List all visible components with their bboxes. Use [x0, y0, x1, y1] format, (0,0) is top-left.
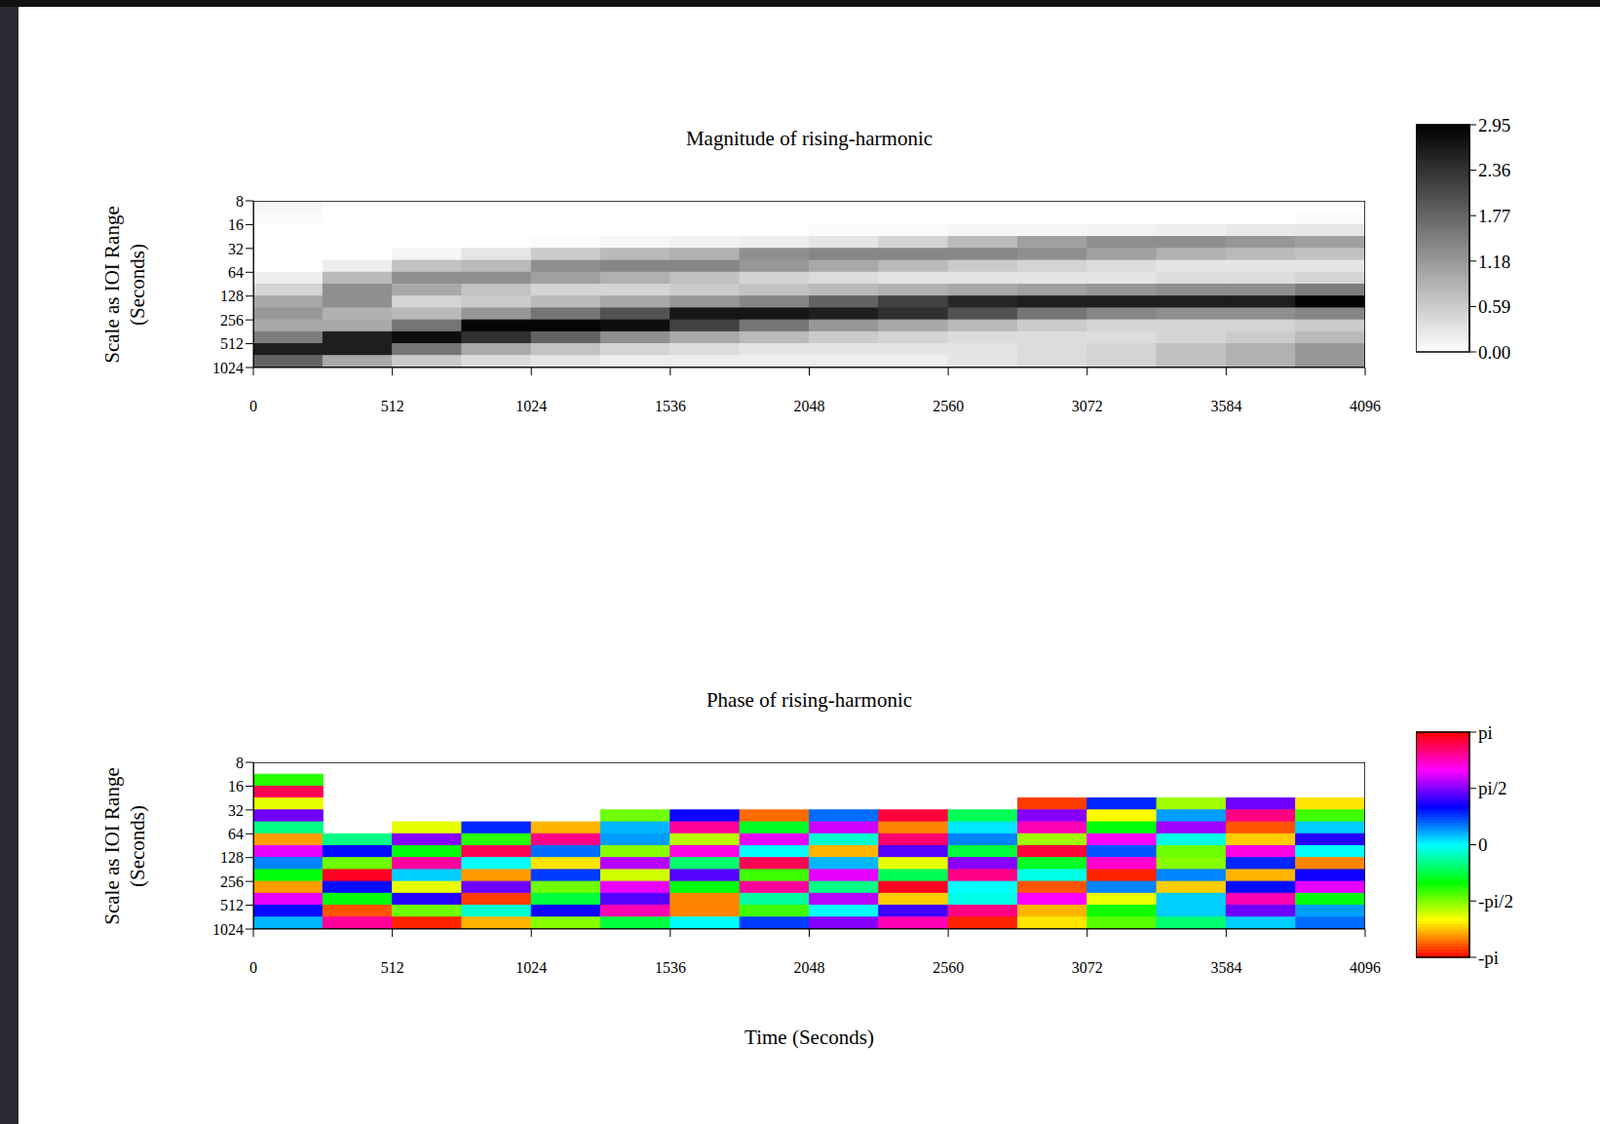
- svg-text:128: 128: [220, 848, 244, 866]
- svg-text:1024: 1024: [212, 920, 244, 938]
- svg-text:32: 32: [228, 240, 244, 258]
- svg-text:0: 0: [249, 397, 258, 415]
- svg-text:0: 0: [1478, 834, 1488, 855]
- svg-text:0.00: 0.00: [1478, 342, 1511, 363]
- svg-text:256: 256: [220, 311, 244, 329]
- svg-text:-pi: -pi: [1478, 947, 1499, 968]
- svg-text:8: 8: [235, 754, 244, 771]
- svg-text:1024: 1024: [212, 359, 244, 377]
- html-text:Magnitude of rising-harmonic: Magnitude of rising-harmonic: [685, 126, 933, 151]
- svg-text:0: 0: [249, 958, 258, 976]
- svg-text:1536: 1536: [654, 397, 686, 415]
- svg-text:1536: 1536: [654, 958, 686, 976]
- svg-text:512: 512: [380, 397, 405, 415]
- svg-text:1.18: 1.18: [1478, 251, 1511, 272]
- svg-text:32: 32: [228, 801, 244, 819]
- svg-text:4096: 4096: [1349, 397, 1381, 415]
- svg-text:256: 256: [220, 873, 244, 890]
- svg-text:pi/2: pi/2: [1478, 777, 1508, 799]
- svg-text:3072: 3072: [1071, 397, 1104, 415]
- svg-text:1024: 1024: [515, 958, 547, 976]
- svg-text:8: 8: [235, 192, 244, 210]
- svg-text:2048: 2048: [794, 958, 826, 976]
- html-text:Scale as IOI Range (Seconds): Scale as IOI Range (Seconds): [100, 205, 150, 363]
- svg-text:512: 512: [220, 335, 244, 352]
- svg-text:3584: 3584: [1210, 958, 1242, 976]
- svg-text:16: 16: [228, 777, 244, 795]
- svg-text:64: 64: [228, 264, 244, 281]
- svg-text:4096: 4096: [1349, 958, 1381, 976]
- svg-text:512: 512: [380, 958, 405, 976]
- html-text:Time (Seconds): Time (Seconds): [744, 1025, 874, 1049]
- svg-text:2560: 2560: [932, 397, 964, 415]
- svg-text:1.77: 1.77: [1478, 205, 1511, 227]
- svg-text:128: 128: [220, 287, 244, 305]
- svg-text:pi: pi: [1478, 722, 1493, 743]
- svg-text:1024: 1024: [515, 397, 547, 415]
- html-text:Scale as IOI Range (Seconds): Scale as IOI Range (Seconds): [100, 766, 150, 925]
- svg-text:3072: 3072: [1071, 958, 1104, 976]
- svg-text:2048: 2048: [794, 397, 826, 415]
- svg-text:2560: 2560: [932, 958, 964, 976]
- svg-text:512: 512: [220, 896, 244, 914]
- svg-text:16: 16: [228, 216, 244, 233]
- svg-text:3584: 3584: [1210, 397, 1242, 415]
- svg-text:2.36: 2.36: [1478, 159, 1511, 181]
- svg-text:64: 64: [228, 825, 244, 842]
- svg-text:0.59: 0.59: [1478, 296, 1511, 317]
- svg-text:2.95: 2.95: [1478, 114, 1511, 136]
- html-text:Phase of rising-harmonic: Phase of rising-harmonic: [706, 687, 913, 712]
- svg-text:-pi/2: -pi/2: [1478, 890, 1514, 912]
